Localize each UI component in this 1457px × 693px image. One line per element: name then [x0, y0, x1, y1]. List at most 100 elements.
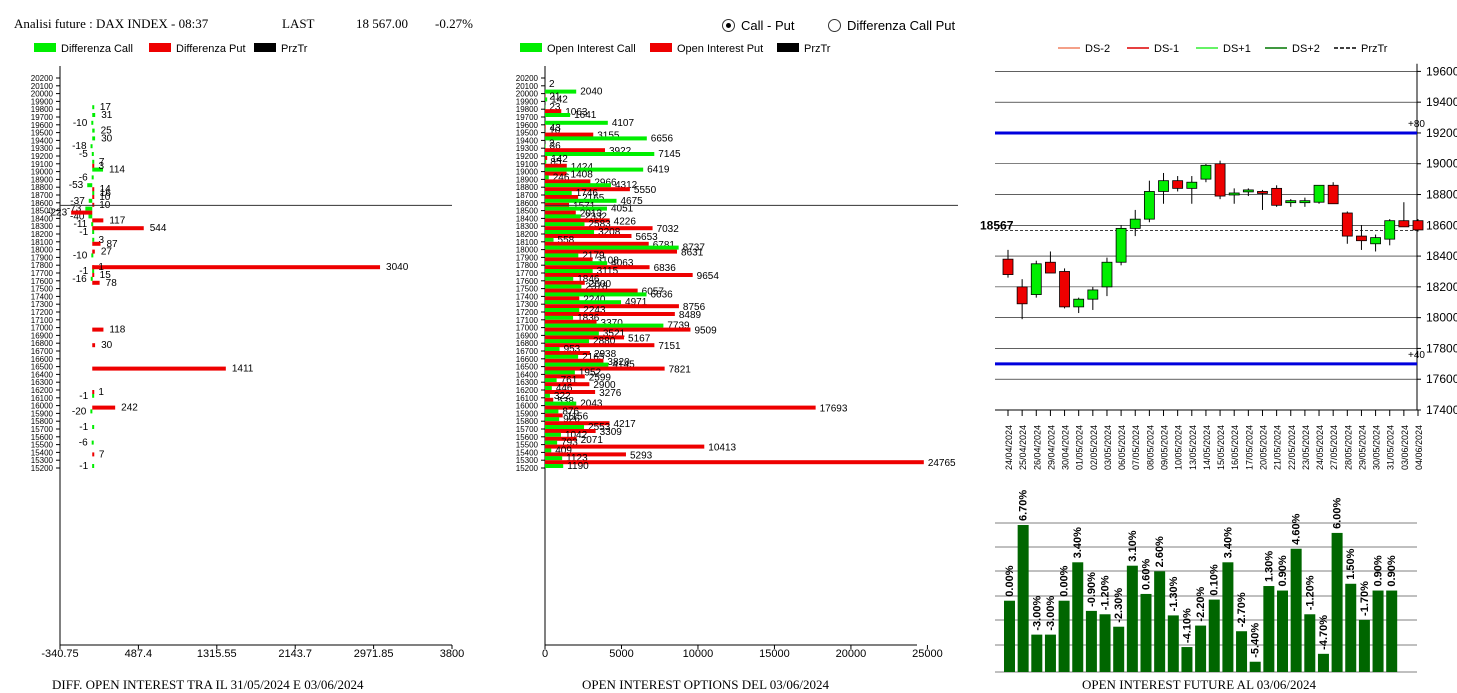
oi-put-bar: [545, 296, 579, 300]
date-label: 03/06/2024: [1400, 425, 1410, 470]
legend-swatch: [254, 43, 276, 52]
call-diff-bar: [92, 136, 95, 140]
oi-put-label: 1408: [571, 170, 594, 181]
call-diff-label: -1: [79, 391, 88, 402]
put-diff-bar: [92, 406, 115, 410]
oi-call-label: 6419: [647, 165, 670, 176]
date-label: 15/05/2024: [1216, 425, 1226, 470]
date-label: 23/05/2024: [1301, 425, 1311, 470]
oi-change-bar: [1236, 631, 1247, 672]
put-diff-label: 7: [99, 449, 105, 460]
oi-put-bar: [545, 273, 693, 277]
oi-change-label: -4.10%: [1181, 608, 1193, 643]
y-tick-label: 18600: [1426, 218, 1457, 232]
oi-put-bar: [545, 359, 603, 363]
oi-change-label: -5.40%: [1250, 623, 1262, 658]
candle-body: [1130, 219, 1140, 228]
oi-put-label: 7032: [657, 224, 680, 235]
oi-change-bar: [1018, 525, 1029, 672]
put-diff-label: 1411: [232, 364, 254, 375]
oi-change-bar: [1127, 566, 1138, 672]
date-label: 14/05/2024: [1202, 425, 1212, 470]
legend-label: Open Interest Call: [547, 43, 636, 55]
oi-call-bar: [545, 316, 573, 320]
oi-change-bar: [1304, 614, 1315, 672]
date-label: 25/04/2024: [1018, 425, 1028, 470]
call-diff-bar: [92, 230, 94, 234]
x-tick-label: 3800: [440, 648, 464, 660]
put-diff-label: 78: [106, 278, 118, 289]
put-diff-bar: [92, 218, 103, 222]
oi-change-label: 3.10%: [1127, 530, 1139, 561]
oi-put-bar: [545, 289, 638, 293]
oi-put-bar: [545, 242, 649, 246]
candle-body: [1187, 182, 1197, 188]
candle-body: [1017, 287, 1027, 304]
date-label: 10/05/2024: [1174, 425, 1184, 470]
x-tick-label: -340.75: [41, 648, 78, 660]
legend-label: Differenza Put: [176, 43, 246, 55]
oi-change-bar: [1318, 654, 1329, 672]
oi-change-label: 3.40%: [1222, 527, 1234, 558]
oi-change-label: -4.70%: [1318, 615, 1330, 650]
call-diff-bar: [92, 175, 94, 179]
oi-put-label: 3309: [600, 427, 623, 438]
oi-put-bar: [545, 460, 924, 464]
oi-put-bar: [545, 250, 677, 254]
oi-put-label: 3276: [599, 388, 622, 399]
oi-put-bar: [545, 133, 593, 137]
legend-swatch: [520, 43, 542, 52]
date-label: 28/05/2024: [1343, 425, 1353, 470]
candle-body: [1385, 221, 1395, 239]
date-label: 02/05/2024: [1089, 425, 1099, 470]
oi-call-label: 7145: [658, 149, 681, 160]
oi-call-bar: [545, 168, 643, 172]
oi-put-label: 8489: [679, 310, 702, 321]
oi-call-bar: [545, 425, 584, 429]
header-title: Analisi future : DAX INDEX - 08:37: [14, 16, 208, 32]
candle-body: [1328, 185, 1338, 203]
oi-put-label: 2071: [581, 435, 604, 446]
oi-call-label: 6656: [651, 133, 674, 144]
oi-call-label: 2040: [580, 87, 603, 98]
oi-call-bar: [545, 456, 562, 460]
call-diff-bar: [88, 214, 92, 218]
radio-call-put[interactable]: Call - Put: [722, 18, 794, 33]
oi-call-bar: [545, 144, 546, 148]
radio-differenza[interactable]: Differenza Call Put: [828, 18, 955, 33]
candle-body: [1060, 271, 1070, 306]
legend-label: Open Interest Put: [677, 43, 763, 55]
oi-call-bar: [545, 370, 575, 374]
date-label: 22/05/2024: [1287, 425, 1297, 470]
candle-body: [1399, 221, 1409, 227]
oi-put-bar: [545, 257, 593, 261]
oi-change-bar: [1263, 586, 1274, 672]
oi-change-label: -1.20%: [1100, 575, 1112, 610]
x-tick-label: 15000: [759, 648, 790, 660]
change-value: -0.27%: [435, 16, 473, 32]
put-diff-label: -223: [47, 208, 67, 219]
oi-call-bar: [545, 230, 594, 234]
put-diff-label: 242: [121, 403, 138, 414]
candle-body: [1356, 236, 1366, 241]
oi-call-label: 2: [549, 79, 555, 90]
oi-call-bar: [545, 402, 576, 406]
call-diff-bar: [92, 129, 94, 133]
put-diff-label: 1: [98, 387, 104, 398]
call-diff-label: -5: [79, 149, 88, 160]
call-diff-label: -1: [79, 227, 88, 238]
date-label: 07/05/2024: [1131, 425, 1141, 470]
oi-call-bar: [545, 261, 607, 265]
oi-put-label: 17693: [820, 404, 848, 415]
oi-call-bar: [545, 448, 551, 452]
candle-body: [1314, 185, 1324, 202]
legend-label: DS-2: [1085, 43, 1110, 55]
call-diff-bar: [91, 277, 93, 281]
oi-call-bar: [545, 160, 546, 164]
put-diff-bar: [92, 265, 94, 269]
oi-put-bar: [545, 156, 547, 160]
candle-body: [1257, 191, 1267, 193]
put-diff-label: 117: [109, 215, 125, 226]
y-tick-label: 18200: [1426, 280, 1457, 294]
